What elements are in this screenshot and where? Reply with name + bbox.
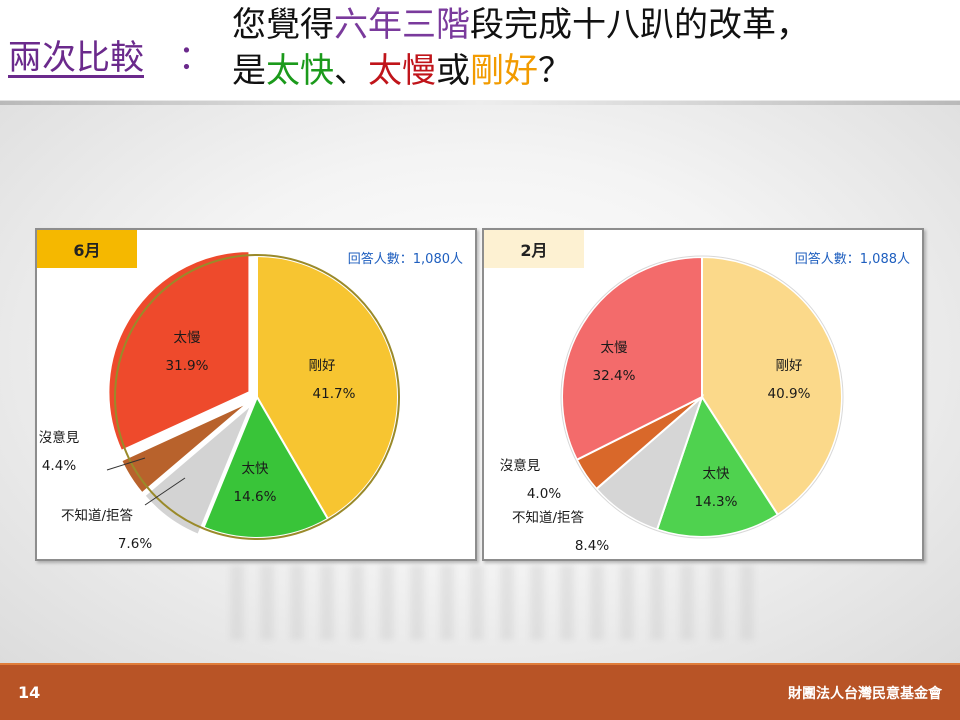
- q1-part-2: 段完成十八趴的改革，: [470, 5, 810, 45]
- crowd-silhouette: [230, 565, 770, 640]
- pie-slice-1: [655, 394, 780, 538]
- page-number: 14: [18, 683, 41, 702]
- respondents-february: 回答人數：1,088人: [794, 252, 910, 267]
- q2-part-6: ？: [538, 51, 572, 91]
- pie-rim: [560, 255, 844, 539]
- respondents-june: 回答人數：1,080人: [347, 252, 463, 267]
- pie-slice-1: [202, 394, 330, 539]
- slice-category-label: 沒意見: [39, 429, 80, 446]
- pie-slice-4: [561, 255, 703, 462]
- slice-value-label: 7.6%: [118, 536, 152, 552]
- q1-part-1: 六年三階: [334, 5, 470, 45]
- slice-value-label: 14.3%: [695, 494, 738, 510]
- leader-line: [106, 457, 146, 471]
- slice-category-label: 不知道/拒答: [512, 509, 585, 526]
- slice-category-label: 太慢: [174, 329, 201, 346]
- pie-slice-4: [107, 250, 251, 453]
- leader-line: [144, 477, 186, 506]
- q2-slow: 太慢: [368, 51, 436, 91]
- q2-fast: 太快: [266, 51, 334, 91]
- slice-value-label: 14.6%: [234, 489, 277, 505]
- slice-value-label: 40.9%: [768, 386, 811, 402]
- q1-part-0: 您覺得: [232, 5, 334, 45]
- slice-value-label: 32.4%: [593, 368, 636, 384]
- organization-name: 財團法人台灣民意基金會: [788, 686, 942, 702]
- pie-slice-3: [119, 400, 251, 495]
- slice-value-label: 4.4%: [42, 458, 76, 474]
- q2-part-0: 是: [232, 51, 266, 91]
- q2-part-2: 、: [334, 51, 368, 91]
- slice-category-label: 太快: [703, 466, 731, 482]
- slice-value-label: 4.0%: [527, 486, 561, 502]
- pie-rim: [114, 254, 400, 540]
- slice-value-label: 8.4%: [575, 538, 609, 554]
- title-divider: [0, 101, 960, 105]
- pie-chart-february: 剛好 40.9% 太快 14.3% 不知道/拒答 8.4% 沒意見 4.0% 太慢 32.4%: [500, 255, 844, 554]
- panel-tag-june: 6月: [37, 230, 137, 268]
- slice-category-label: 剛好: [309, 358, 336, 374]
- slice-category-label: 不知道/拒答: [61, 507, 134, 524]
- footer-bar: [0, 665, 960, 720]
- slice-category-label: 沒意見: [500, 457, 541, 474]
- slice-value-label: 31.9%: [166, 358, 209, 374]
- slice-category-label: 剛好: [776, 358, 803, 374]
- question-line-1: 您覺得六年三階段完成十八趴的改革，: [232, 2, 810, 48]
- panel-tag-february: 2月: [484, 230, 584, 268]
- comparison-colon: ：: [178, 38, 212, 78]
- question-title: 您覺得六年三階段完成十八趴的改革， 是太快、太慢或剛好？: [232, 2, 810, 94]
- question-line-2: 是太快、太慢或剛好？: [232, 48, 810, 94]
- slice-category-label: 太快: [242, 461, 269, 477]
- slice-value-label: 41.7%: [313, 386, 356, 402]
- q2-just-right: 剛好: [470, 51, 538, 91]
- chart-panel-june: 剛好 41.7% 太快 14.6% 不知道/拒答 7.6% 沒意見 4.4% 太慢 31.9% 6…: [35, 228, 477, 561]
- chart-panel-february: 剛好 40.9% 太快 14.3% 不知道/拒答 8.4% 沒意見 4.0% 太慢 32.4% 2…: [482, 228, 924, 561]
- comparison-label: 兩次比較: [8, 38, 144, 78]
- footer-divider: [0, 663, 960, 665]
- q2-part-4: 或: [436, 51, 470, 91]
- pie-chart-june: 剛好 41.7% 太快 14.6% 不知道/拒答 7.6% 沒意見 4.4% 太慢 31.9%: [39, 250, 400, 552]
- pie-slice-2: [142, 403, 253, 537]
- slice-category-label: 太慢: [601, 339, 629, 356]
- pie-slice-0: [256, 254, 399, 521]
